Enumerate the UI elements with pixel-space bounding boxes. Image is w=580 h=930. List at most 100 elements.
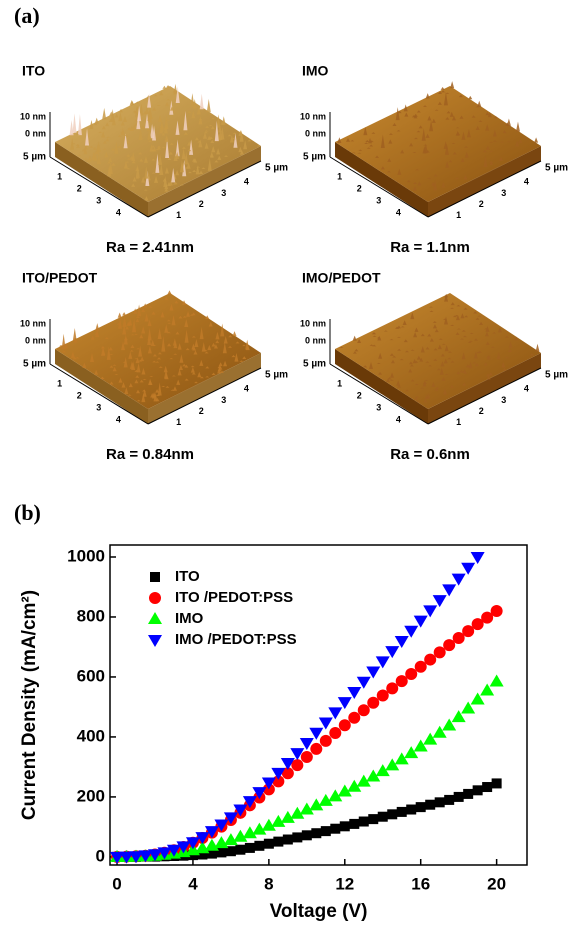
data-point bbox=[302, 830, 312, 840]
roughness-label: Ra = 2.41nm bbox=[106, 239, 194, 256]
axis-end-label: 5 µm bbox=[303, 359, 326, 370]
axis-tick-label: 2 bbox=[199, 199, 204, 209]
data-point bbox=[424, 654, 436, 666]
data-point bbox=[442, 584, 456, 596]
axis-tick-label: 1 bbox=[57, 171, 62, 181]
legend-label: IMO bbox=[175, 610, 204, 627]
x-tick-label: 8 bbox=[264, 874, 273, 893]
surface-peak bbox=[73, 113, 77, 132]
data-point bbox=[377, 690, 389, 702]
data-point bbox=[301, 751, 313, 763]
data-point bbox=[482, 782, 492, 792]
x-tick-label: 4 bbox=[188, 874, 198, 893]
axis-tick-label: 3 bbox=[96, 402, 101, 412]
surface-peak bbox=[207, 99, 211, 112]
axis-tick-label: 4 bbox=[116, 414, 121, 424]
axis-tick-label: 4 bbox=[524, 384, 529, 394]
surface-peak bbox=[95, 118, 99, 124]
z-label: 0 nm bbox=[25, 335, 46, 345]
data-point bbox=[443, 639, 455, 651]
surface-peak bbox=[78, 114, 82, 135]
axis-tick-label: 2 bbox=[479, 199, 484, 209]
z-label: 10 nm bbox=[300, 318, 326, 328]
y-axis-label: Current Density (mA/cm²) bbox=[19, 590, 40, 820]
data-point bbox=[473, 785, 483, 795]
y-tick-label: 200 bbox=[77, 786, 105, 805]
axis-tick-label: 4 bbox=[396, 414, 401, 424]
data-point bbox=[387, 809, 397, 819]
data-point bbox=[461, 563, 475, 575]
data-point bbox=[378, 812, 388, 822]
axis-tick-label: 4 bbox=[396, 207, 401, 217]
axis-end-label: 5 µm bbox=[545, 163, 568, 174]
axis-tick-label: 4 bbox=[524, 177, 529, 187]
axis-tick-label: 3 bbox=[501, 188, 506, 198]
z-label: 0 nm bbox=[305, 128, 326, 138]
data-point bbox=[463, 789, 473, 799]
afm-image bbox=[335, 81, 541, 217]
axis-end-label: 5 µm bbox=[265, 163, 288, 174]
afm-image bbox=[55, 290, 261, 424]
plot-name: ITO bbox=[22, 63, 45, 79]
surface-peak bbox=[130, 100, 134, 105]
afm-image bbox=[55, 84, 261, 217]
data-point bbox=[435, 797, 445, 807]
z-label: 10 nm bbox=[20, 111, 46, 121]
data-point bbox=[492, 778, 502, 788]
axis-end-label: 5 µm bbox=[23, 359, 46, 370]
data-point bbox=[490, 674, 504, 686]
axis-tick-label: 2 bbox=[479, 406, 484, 416]
axis-tick-label: 4 bbox=[244, 384, 249, 394]
data-point bbox=[273, 837, 283, 847]
data-point bbox=[406, 805, 416, 815]
axis-tick-label: 1 bbox=[337, 171, 342, 181]
data-point bbox=[330, 824, 340, 834]
panel-label: (a) bbox=[14, 3, 40, 28]
data-point bbox=[235, 845, 245, 855]
data-point bbox=[254, 841, 264, 851]
x-tick-label: 16 bbox=[411, 874, 430, 893]
axis-tick-label: 2 bbox=[77, 390, 82, 400]
figure: (a) (b) ITO10 nm0 nm5 µm5 µm41322314Ra =… bbox=[0, 0, 580, 925]
y-tick-label: 1000 bbox=[67, 546, 105, 565]
data-point bbox=[367, 697, 379, 709]
data-point bbox=[405, 668, 417, 680]
data-point bbox=[434, 646, 446, 658]
plot-name: IMO bbox=[302, 63, 329, 79]
surface-peak bbox=[122, 312, 126, 315]
y-tick-label: 600 bbox=[77, 666, 105, 685]
legend-marker bbox=[148, 635, 162, 647]
surface-peak bbox=[468, 96, 472, 99]
plot-name: ITO/PEDOT bbox=[22, 270, 98, 286]
x-tick-label: 0 bbox=[112, 874, 121, 893]
data-point bbox=[358, 704, 370, 716]
data-point bbox=[216, 847, 226, 857]
roughness-label: Ra = 0.6nm bbox=[390, 446, 470, 463]
axis-tick-label: 3 bbox=[221, 395, 226, 405]
plot-name: IMO/PEDOT bbox=[302, 270, 381, 286]
axis-tick-label: 3 bbox=[221, 188, 226, 198]
z-label: 0 nm bbox=[305, 335, 326, 345]
axis-tick-label: 2 bbox=[77, 183, 82, 193]
axis-end-label: 5 µm bbox=[545, 370, 568, 381]
data-point bbox=[452, 574, 466, 586]
data-point bbox=[491, 605, 503, 617]
data-point bbox=[339, 719, 351, 731]
roughness-label: Ra = 1.1nm bbox=[390, 239, 470, 256]
axis-tick-label: 1 bbox=[456, 417, 461, 427]
legend-marker bbox=[150, 572, 160, 582]
data-point bbox=[245, 843, 255, 853]
axis-tick-label: 4 bbox=[244, 177, 249, 187]
surface-peak bbox=[233, 331, 237, 336]
y-tick-label: 0 bbox=[96, 846, 105, 865]
panel-label: (b) bbox=[14, 500, 41, 525]
data-point bbox=[386, 682, 398, 694]
data-point bbox=[321, 826, 331, 836]
legend-label: IMO /PEDOT:PSS bbox=[175, 631, 297, 648]
surface-peak bbox=[353, 336, 357, 341]
axis-tick-label: 3 bbox=[96, 195, 101, 205]
axis-end-label: 5 µm bbox=[303, 152, 326, 163]
axis-tick-label: 4 bbox=[116, 207, 121, 217]
data-point bbox=[454, 792, 464, 802]
surface-peak bbox=[441, 87, 445, 90]
